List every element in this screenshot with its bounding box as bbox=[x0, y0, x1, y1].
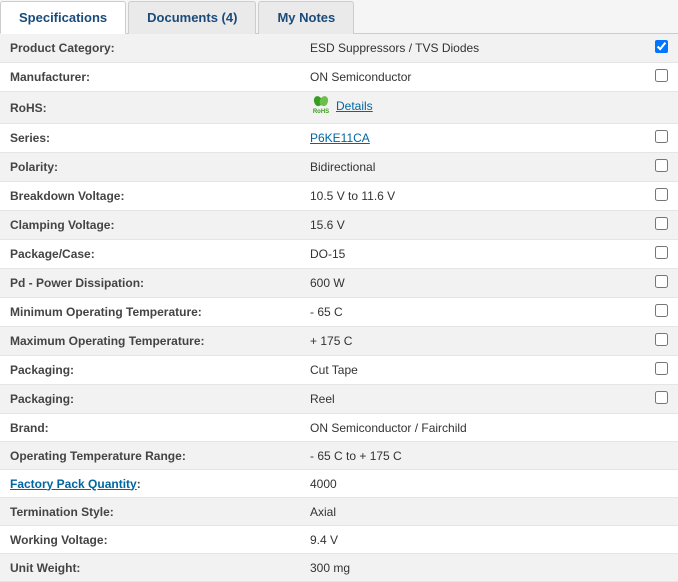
spec-value: 9.4 V bbox=[310, 533, 640, 547]
spec-checkbox[interactable] bbox=[655, 130, 668, 143]
spec-value: Bidirectional bbox=[310, 160, 640, 174]
spec-checkbox-cell bbox=[640, 275, 668, 291]
spec-checkbox-cell bbox=[640, 159, 668, 175]
spec-row: Working Voltage:9.4 V bbox=[0, 526, 678, 554]
spec-value: 15.6 V bbox=[310, 218, 640, 232]
rohs-icon: RoHS bbox=[310, 98, 332, 114]
spec-checkbox[interactable] bbox=[655, 391, 668, 404]
rohs-details-link[interactable]: Details bbox=[336, 99, 373, 113]
spec-label: Product Category: bbox=[10, 41, 310, 55]
spec-value: 300 mg bbox=[310, 561, 640, 575]
spec-checkbox[interactable] bbox=[655, 40, 668, 53]
spec-value-link[interactable]: P6KE11CA bbox=[310, 131, 370, 145]
spec-label: Polarity: bbox=[10, 160, 310, 174]
spec-value: - 65 C bbox=[310, 305, 640, 319]
spec-value: Reel bbox=[310, 392, 640, 406]
spec-value: ESD Suppressors / TVS Diodes bbox=[310, 41, 640, 55]
spec-checkbox[interactable] bbox=[655, 362, 668, 375]
spec-value: ON Semiconductor bbox=[310, 70, 640, 84]
spec-row: Package/Case:DO-15 bbox=[0, 240, 678, 269]
spec-checkbox-cell bbox=[640, 130, 668, 146]
spec-checkbox-cell bbox=[640, 188, 668, 204]
spec-label: RoHS: bbox=[10, 101, 310, 115]
spec-row: Minimum Operating Temperature:- 65 C bbox=[0, 298, 678, 327]
spec-checkbox[interactable] bbox=[655, 69, 668, 82]
spec-row: Termination Style:Axial bbox=[0, 498, 678, 526]
spec-checkbox-cell bbox=[640, 246, 668, 262]
spec-row: Polarity:Bidirectional bbox=[0, 153, 678, 182]
spec-label-link[interactable]: Factory Pack Quantity bbox=[10, 477, 137, 491]
spec-checkbox-cell bbox=[640, 333, 668, 349]
spec-label: Breakdown Voltage: bbox=[10, 189, 310, 203]
spec-checkbox[interactable] bbox=[655, 217, 668, 230]
spec-label: Packaging: bbox=[10, 392, 310, 406]
spec-value: ON Semiconductor / Fairchild bbox=[310, 421, 640, 435]
spec-checkbox[interactable] bbox=[655, 246, 668, 259]
spec-checkbox-cell bbox=[640, 304, 668, 320]
spec-row: Product Category:ESD Suppressors / TVS D… bbox=[0, 34, 678, 63]
spec-row: Packaging:Reel bbox=[0, 385, 678, 414]
spec-value: DO-15 bbox=[310, 247, 640, 261]
spec-label: Package/Case: bbox=[10, 247, 310, 261]
spec-label: Termination Style: bbox=[10, 505, 310, 519]
specifications-table: Product Category:ESD Suppressors / TVS D… bbox=[0, 34, 678, 582]
spec-checkbox-cell bbox=[640, 362, 668, 378]
spec-label: Operating Temperature Range: bbox=[10, 449, 310, 463]
spec-label: Manufacturer: bbox=[10, 70, 310, 84]
spec-row: Series:P6KE11CA bbox=[0, 124, 678, 153]
spec-label: Working Voltage: bbox=[10, 533, 310, 547]
spec-value: - 65 C to + 175 C bbox=[310, 449, 640, 463]
spec-label: Clamping Voltage: bbox=[10, 218, 310, 232]
spec-checkbox[interactable] bbox=[655, 304, 668, 317]
spec-row: Clamping Voltage:15.6 V bbox=[0, 211, 678, 240]
spec-row: Pd - Power Dissipation:600 W bbox=[0, 269, 678, 298]
tab-bar: Specifications Documents (4) My Notes bbox=[0, 0, 678, 34]
spec-value: 600 W bbox=[310, 276, 640, 290]
tab-my-notes[interactable]: My Notes bbox=[258, 1, 354, 34]
spec-value: 4000 bbox=[310, 477, 640, 491]
spec-checkbox[interactable] bbox=[655, 188, 668, 201]
spec-row: RoHS:RoHS Details bbox=[0, 92, 678, 124]
spec-value: 10.5 V to 11.6 V bbox=[310, 189, 640, 203]
spec-value: Axial bbox=[310, 505, 640, 519]
spec-label: Brand: bbox=[10, 421, 310, 435]
spec-label: Unit Weight: bbox=[10, 561, 310, 575]
spec-row: Manufacturer:ON Semiconductor bbox=[0, 63, 678, 92]
spec-row: Brand:ON Semiconductor / Fairchild bbox=[0, 414, 678, 442]
spec-row: Unit Weight:300 mg bbox=[0, 554, 678, 582]
tab-documents[interactable]: Documents (4) bbox=[128, 1, 256, 34]
spec-label: Maximum Operating Temperature: bbox=[10, 334, 310, 348]
spec-checkbox[interactable] bbox=[655, 275, 668, 288]
spec-checkbox[interactable] bbox=[655, 159, 668, 172]
spec-row: Packaging:Cut Tape bbox=[0, 356, 678, 385]
spec-checkbox-cell bbox=[640, 40, 668, 56]
spec-label: Factory Pack Quantity: bbox=[10, 477, 310, 491]
spec-row: Operating Temperature Range:- 65 C to + … bbox=[0, 442, 678, 470]
spec-value: RoHS Details bbox=[310, 98, 640, 117]
spec-checkbox-cell bbox=[640, 69, 668, 85]
spec-value: + 175 C bbox=[310, 334, 640, 348]
spec-row: Factory Pack Quantity:4000 bbox=[0, 470, 678, 498]
tab-specifications[interactable]: Specifications bbox=[0, 1, 126, 34]
spec-label: Series: bbox=[10, 131, 310, 145]
spec-checkbox-cell bbox=[640, 391, 668, 407]
spec-value: Cut Tape bbox=[310, 363, 640, 377]
spec-checkbox-cell bbox=[640, 217, 668, 233]
spec-label: Pd - Power Dissipation: bbox=[10, 276, 310, 290]
spec-label: Packaging: bbox=[10, 363, 310, 377]
spec-label: Minimum Operating Temperature: bbox=[10, 305, 310, 319]
spec-value: P6KE11CA bbox=[310, 131, 640, 145]
spec-row: Maximum Operating Temperature:+ 175 C bbox=[0, 327, 678, 356]
spec-checkbox[interactable] bbox=[655, 333, 668, 346]
spec-row: Breakdown Voltage:10.5 V to 11.6 V bbox=[0, 182, 678, 211]
